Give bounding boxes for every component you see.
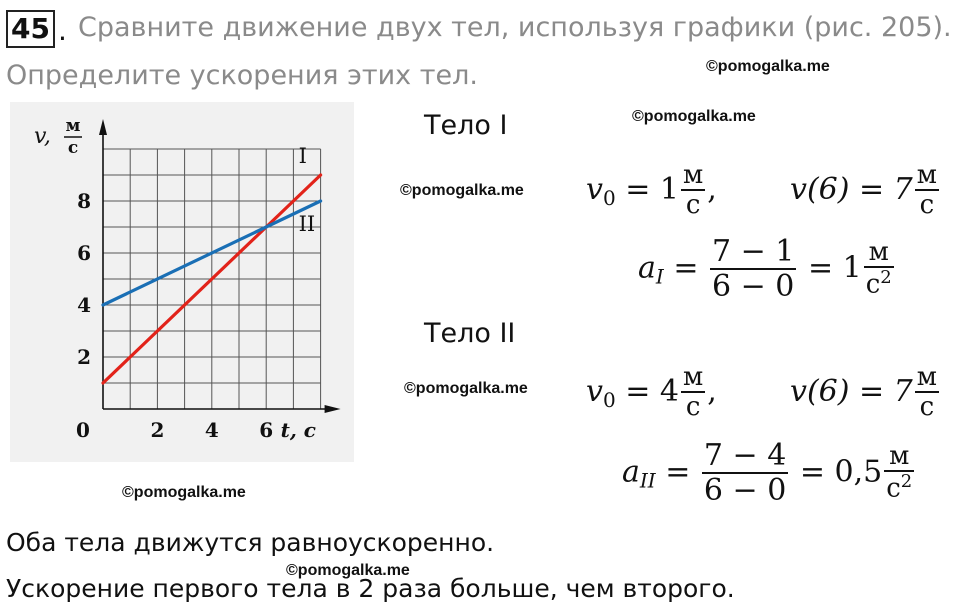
body2-a-subscript: II — [639, 468, 656, 493]
y-tick-label: 4 — [77, 293, 91, 317]
x-tick-label: 4 — [205, 418, 219, 442]
chart-grid — [103, 148, 322, 409]
watermark: ©pomogalka.me — [404, 380, 528, 397]
body2-result-unit: м с2 — [884, 440, 915, 504]
task-number-dot: . — [58, 14, 67, 47]
x-tick-label: 6 — [259, 418, 273, 442]
body1-comma: , — [707, 171, 717, 207]
watermark: ©pomogalka.me — [400, 182, 524, 199]
origin-label: 0 — [76, 418, 90, 442]
y-tick-label: 8 — [77, 189, 91, 213]
task-text-line2: Определите ускорения этих тел. — [6, 60, 478, 91]
body1-heading: Тело I — [424, 110, 508, 141]
body1-a-subscript: I — [655, 264, 664, 289]
body1-result: = 1 — [798, 250, 862, 286]
body2-comma: , — [707, 373, 717, 409]
y-axis-arrow — [99, 119, 107, 135]
y-axis-label-variable: v, — [34, 124, 51, 149]
y-tick-label: 6 — [77, 241, 91, 265]
body1-v6-value: v(6) = 7 — [790, 171, 913, 207]
watermark: ©pomogalka.me — [706, 58, 830, 75]
body1-result-unit: м с2 — [863, 236, 894, 300]
x-tick-label: 2 — [150, 418, 164, 442]
watermark: ©pomogalka.me — [632, 108, 756, 125]
chart-series — [101, 173, 323, 385]
series-line-I — [101, 173, 323, 385]
body1-v0-subscript: 0 — [602, 185, 616, 210]
chart-background — [10, 102, 354, 462]
chart-axes — [99, 119, 341, 413]
y-tick-label: 2 — [77, 345, 91, 369]
body1-v0-value: = 1 — [615, 171, 679, 207]
body2-v0-symbol: v — [586, 373, 603, 409]
x-axis-arrow — [324, 405, 341, 413]
body2-equals: = — [655, 454, 700, 490]
watermark: ©pomogalka.me — [122, 484, 246, 501]
conclusion-line1: Оба тела движутся равноускоренно. — [6, 528, 495, 557]
body2-heading: Тело II — [424, 318, 516, 349]
body1-equals: = — [663, 250, 709, 286]
body2-v0-value: = 4 — [615, 373, 679, 409]
series-label-II: II — [299, 212, 316, 236]
chart-ticks: 2 4 6 2 4 6 8 0 — [76, 189, 273, 442]
body1-a-symbol: a — [638, 250, 656, 286]
body2-v6-value: v(6) = 7 — [790, 373, 913, 409]
body2-v0-subscript: 0 — [602, 387, 616, 412]
x-axis-label: t, с — [281, 418, 316, 442]
body2-a-symbol: a — [622, 454, 640, 490]
task-number: 45 — [6, 10, 55, 48]
series-line-II — [101, 199, 323, 307]
body2-result: = 0,5 — [790, 454, 883, 490]
task-text-line1: Сравните движение двух тел, используя гр… — [78, 12, 952, 43]
series-label-I: I — [299, 144, 307, 168]
watermark: ©pomogalka.me — [286, 562, 410, 579]
body1-v0-symbol: v — [586, 171, 603, 207]
y-axis-unit-denominator: с — [68, 138, 78, 158]
y-axis-unit-numerator: м — [66, 116, 81, 136]
conclusion-line2: Ускорение первого тела в 2 раза больше, … — [6, 574, 735, 603]
